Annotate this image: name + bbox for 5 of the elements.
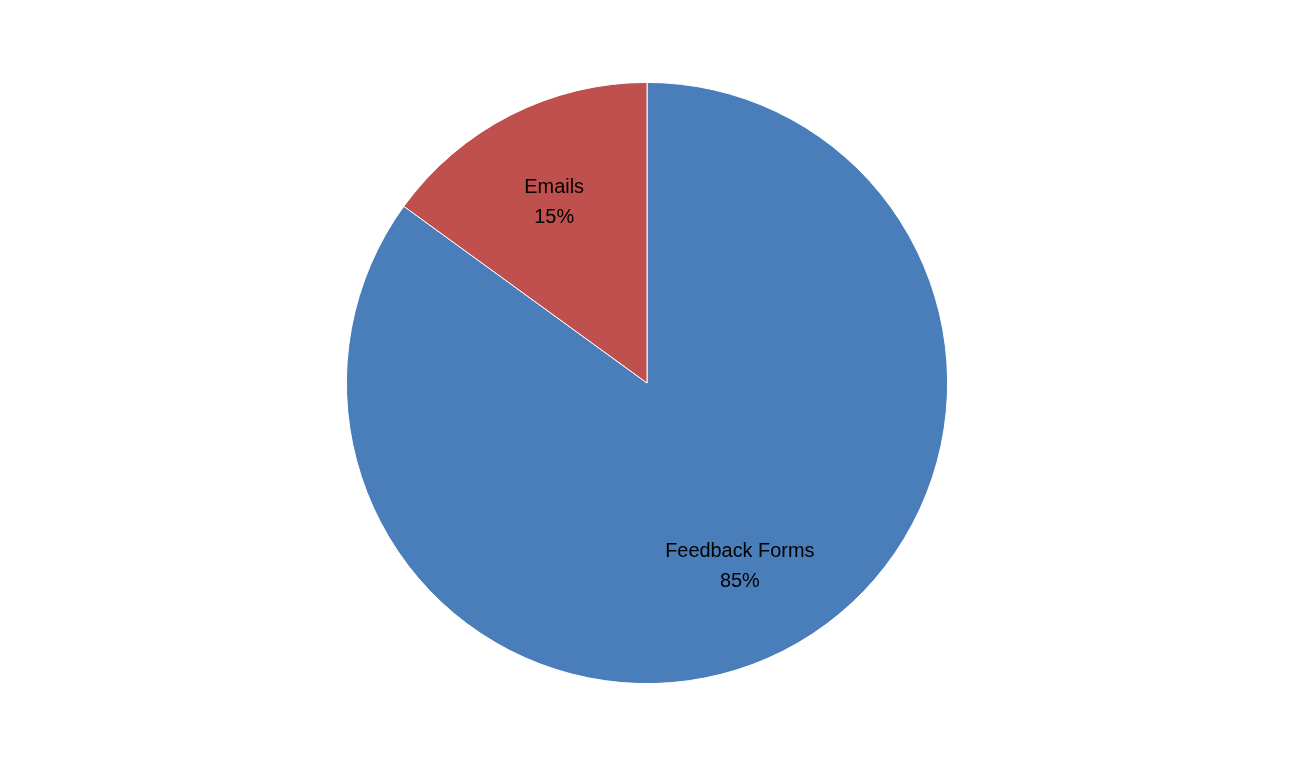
pie-slice <box>345 81 948 684</box>
slice-label: Emails <box>524 174 585 197</box>
data-label: 85% <box>719 569 760 592</box>
slice-label: Feedback Forms <box>665 539 815 562</box>
data-label: 15% <box>534 204 575 227</box>
